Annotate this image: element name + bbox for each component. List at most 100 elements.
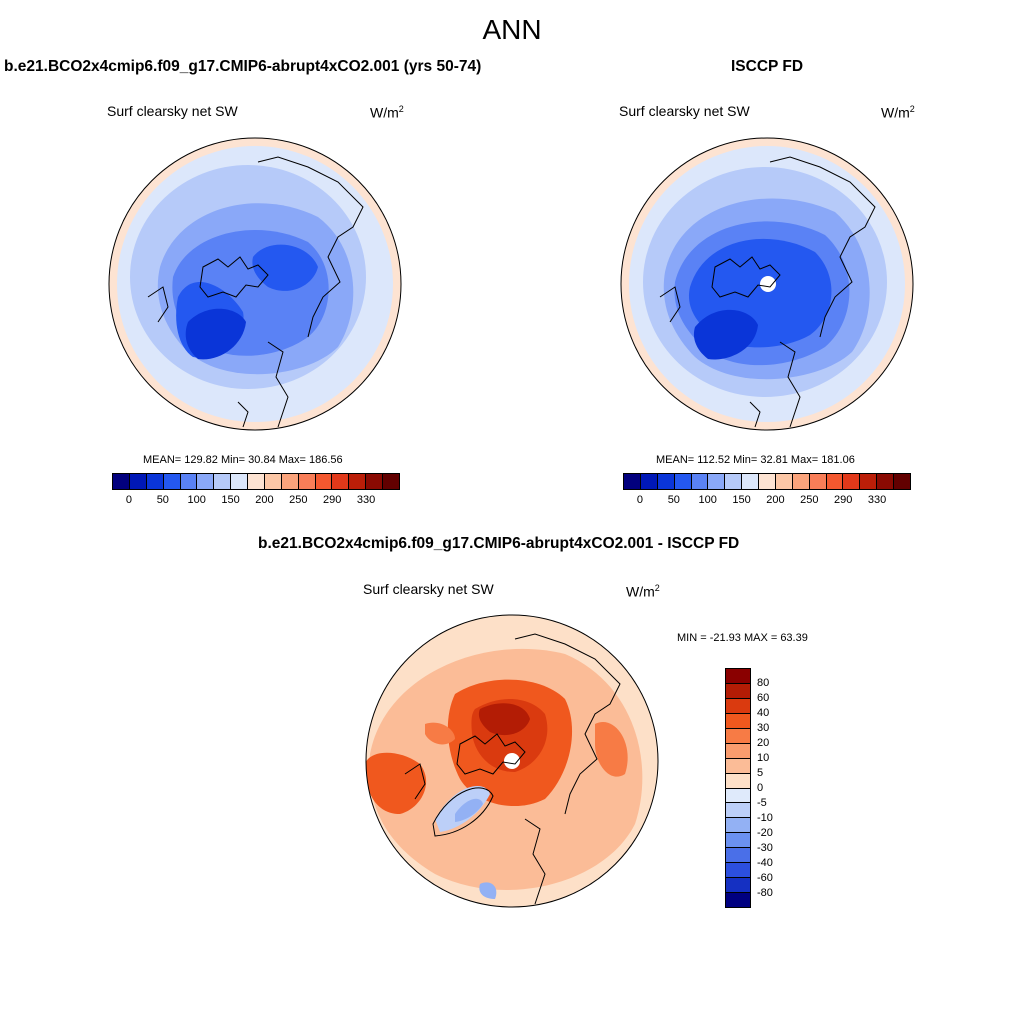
panel-2-colorbar-swatch xyxy=(775,474,793,489)
panel-3-colorbar-swatch xyxy=(726,878,750,894)
panel-1-colorbar-tick-label: 0 xyxy=(125,494,132,506)
panel-1-colorbar-swatch xyxy=(197,474,215,489)
panel-1-colorbar-swatch xyxy=(366,474,383,489)
panel-1-colorbar-swatch xyxy=(349,474,367,489)
panel-3-polar-map xyxy=(365,614,659,908)
panel-3-colorbar-tick-label: -10 xyxy=(757,812,773,824)
panel-2-colorbar-swatch xyxy=(826,474,844,489)
panel-1-colorbar-swatch xyxy=(129,474,147,489)
panel-1-colorbar-swatch xyxy=(180,474,198,489)
panel-2-colorbar-tick-label: 100 xyxy=(698,494,717,506)
panel-3-colorbar-swatch xyxy=(726,758,750,774)
panel-3-colorbar-swatch xyxy=(726,818,750,834)
panel-1-colorbar-swatch xyxy=(332,474,350,489)
panel-3-colorbar-tick-label: -30 xyxy=(757,842,773,854)
panel-2-colorbar-swatch xyxy=(792,474,810,489)
panel-1-colorbar-swatch xyxy=(113,474,130,489)
panel-2-colorbar-swatch xyxy=(742,474,759,489)
panel-1-colorbar-swatch xyxy=(298,474,316,489)
panel-2-colorbar xyxy=(623,473,911,490)
panel-3-colorbar-swatch xyxy=(726,848,750,864)
panel-1-colorbar-swatch xyxy=(264,474,282,489)
panel-2-colorbar-tick-label: 50 xyxy=(667,494,680,506)
panel-2-colorbar-swatch xyxy=(674,474,692,489)
panel-3-colorbar-tick-label: 40 xyxy=(757,707,770,719)
panel-3-colorbar-tick-label: 5 xyxy=(757,767,764,779)
panel-3-colorbar-tick-label: 10 xyxy=(757,752,770,764)
panel-1-colorbar-swatch xyxy=(248,474,265,489)
panel-2-units: W/m2 xyxy=(881,104,915,121)
panel-3-colorbar-swatch xyxy=(726,743,750,759)
panel-3-colorbar-swatch xyxy=(726,773,750,789)
panel-1-polar-map xyxy=(108,137,402,431)
panel-2-colorbar-swatch xyxy=(759,474,776,489)
panel-3-colorbar xyxy=(725,668,751,908)
panel-2-colorbar-swatch xyxy=(640,474,658,489)
panel-2-colorbar-swatch xyxy=(708,474,726,489)
panel-3-colorbar-tick-label: -40 xyxy=(757,857,773,869)
panel-3-colorbar-tick-label: 0 xyxy=(757,782,764,794)
panel-3-colorbar-swatch xyxy=(726,803,750,819)
panel-3-colorbar-swatch xyxy=(726,683,750,699)
panel-3-colorbar-tick-label: 80 xyxy=(757,677,770,689)
panel-1-colorbar-swatch xyxy=(231,474,248,489)
panel-2-colorbar-tick-label: 200 xyxy=(766,494,785,506)
panel-3-colorbar-swatch xyxy=(726,863,750,879)
panel-1-colorbar-tick-label: 150 xyxy=(221,494,240,506)
panel-3-colorbar-tick-label: -5 xyxy=(757,797,767,809)
panel-3-units: W/m2 xyxy=(626,583,660,600)
panel-1-colorbar xyxy=(112,473,400,490)
panel-3-colorbar-swatch xyxy=(726,728,750,744)
panel-1-title: b.e21.BCO2x4cmip6.f09_g17.CMIP6-abrupt4x… xyxy=(4,58,482,75)
panel-2-title: ISCCP FD xyxy=(731,58,804,75)
panel-1-stats: MEAN= 129.82 Min= 30.84 Max= 186.56 xyxy=(143,454,343,466)
panel-1-colorbar-swatch xyxy=(315,474,333,489)
panel-1-colorbar-tick-label: 250 xyxy=(289,494,308,506)
panel-1-colorbar-tick-label: 330 xyxy=(356,494,376,506)
panel-3-colorbar-swatch xyxy=(726,833,750,849)
panel-3-stats: MIN = -21.93 MAX = 63.39 xyxy=(677,632,808,644)
panel-2-colorbar-tick-label: 290 xyxy=(834,494,853,506)
panel-2-colorbar-swatch xyxy=(894,474,910,489)
panel-2-colorbar-swatch xyxy=(877,474,894,489)
panel-2-colorbar-swatch xyxy=(624,474,641,489)
panel-2-colorbar-tick-label: 330 xyxy=(867,494,887,506)
panel-3-colorbar-tick-label: -20 xyxy=(757,827,773,839)
panel-2-colorbar-tick-label: 0 xyxy=(636,494,643,506)
panel-1-colorbar-swatch xyxy=(383,474,399,489)
panel-1-colorbar-tick-label: 290 xyxy=(323,494,342,506)
panel-2-colorbar-swatch xyxy=(843,474,861,489)
panel-1-colorbar-swatch xyxy=(163,474,181,489)
panel-3-colorbar-swatch xyxy=(726,669,750,684)
panel-3-colorbar-swatch xyxy=(726,893,750,907)
panel-3-variable: Surf clearsky net SW xyxy=(363,581,494,597)
panel-3-colorbar-tick-label: 30 xyxy=(757,722,770,734)
panel-3-colorbar-swatch xyxy=(726,698,750,714)
panel-2-colorbar-swatch xyxy=(725,474,743,489)
panel-1-colorbar-tick-label: 50 xyxy=(156,494,169,506)
panel-2-colorbar-tick-label: 250 xyxy=(800,494,819,506)
panel-3-title: b.e21.BCO2x4cmip6.f09_g17.CMIP6-abrupt4x… xyxy=(258,535,740,552)
panel-3-colorbar-tick-label: -80 xyxy=(757,887,773,899)
panel-1-colorbar-tick-label: 200 xyxy=(255,494,274,506)
panel-1-colorbar-swatch xyxy=(281,474,299,489)
panel-2-colorbar-tick-label: 150 xyxy=(732,494,751,506)
panel-2-colorbar-swatch xyxy=(809,474,827,489)
panel-2-polar-map xyxy=(620,137,914,431)
panel-1-units: W/m2 xyxy=(370,104,404,121)
panel-1-colorbar-swatch xyxy=(146,474,164,489)
panel-3-colorbar-tick-label: -60 xyxy=(757,872,773,884)
main-title: ANN xyxy=(482,14,542,45)
panel-2-stats: MEAN= 112.52 Min= 32.81 Max= 181.06 xyxy=(656,454,855,466)
panel-1-variable: Surf clearsky net SW xyxy=(107,103,238,119)
panel-2-colorbar-swatch xyxy=(691,474,709,489)
panel-1-colorbar-tick-label: 100 xyxy=(187,494,206,506)
panel-3-colorbar-tick-label: 60 xyxy=(757,692,770,704)
panel-2-variable: Surf clearsky net SW xyxy=(619,103,750,119)
panel-2-colorbar-swatch xyxy=(860,474,878,489)
panel-1-colorbar-swatch xyxy=(214,474,232,489)
panel-3-colorbar-tick-label: 20 xyxy=(757,737,770,749)
panel-3-colorbar-swatch xyxy=(726,713,750,729)
panel-3-colorbar-swatch xyxy=(726,788,750,804)
panel-2-colorbar-swatch xyxy=(657,474,675,489)
